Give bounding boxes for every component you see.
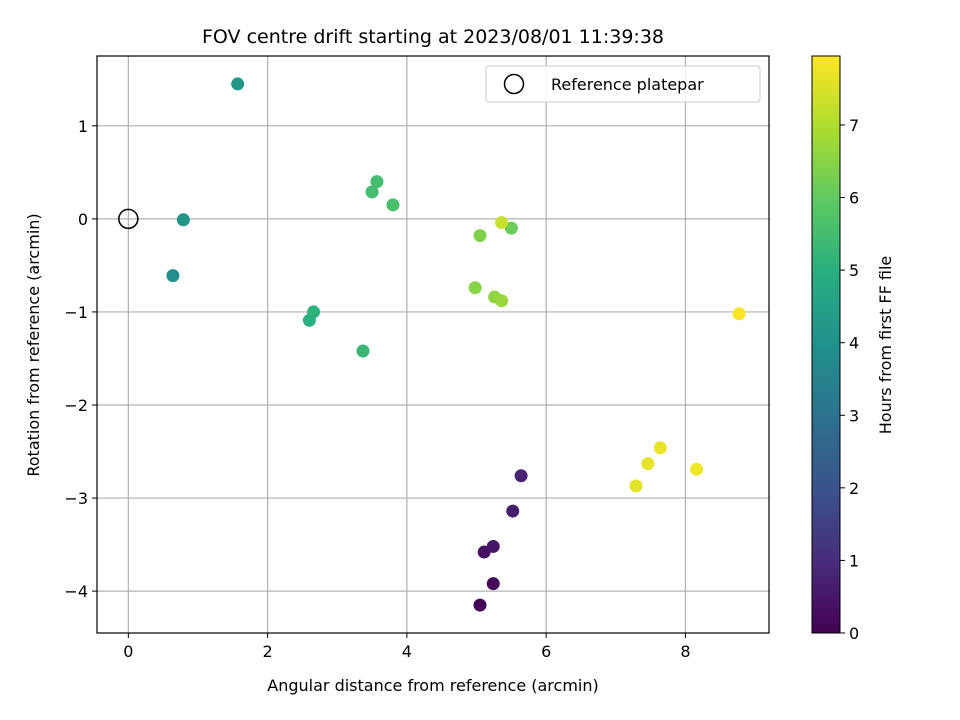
data-point <box>653 441 667 455</box>
data-point <box>231 77 245 91</box>
data-point <box>495 294 509 308</box>
legend-marker-icon <box>503 73 525 95</box>
data-point <box>504 221 518 235</box>
data-point <box>732 307 746 321</box>
colorbar-tick-label: 3 <box>849 406 859 425</box>
data-point <box>468 281 482 295</box>
colorbar-ticks: 0 1 2 3 4 5 6 7 <box>840 116 859 643</box>
plot-frame <box>96 55 770 634</box>
colorbar-tick-label: 7 <box>849 116 859 135</box>
scatter-points <box>166 77 746 612</box>
data-point <box>486 577 500 591</box>
data-point <box>176 213 190 227</box>
y-tick-label: 1 <box>78 117 88 136</box>
data-point <box>473 229 487 243</box>
x-tick-label: 6 <box>541 642 551 661</box>
colorbar-label: Hours from first FF file <box>876 256 895 435</box>
data-point <box>166 269 180 283</box>
colorbar-tick-label: 4 <box>849 334 859 353</box>
data-point <box>473 598 487 612</box>
legend-box <box>485 65 761 103</box>
reference-point-marker <box>118 208 139 230</box>
grid-lines <box>97 56 769 633</box>
x-axis-ticks: 0 2 4 6 8 <box>123 633 691 661</box>
data-point <box>386 198 400 212</box>
y-tick-label: −4 <box>64 582 88 601</box>
data-point <box>514 469 528 483</box>
data-point <box>365 185 379 199</box>
data-point <box>486 539 500 553</box>
data-point <box>641 457 655 471</box>
colorbar-tick-label: 5 <box>849 261 859 280</box>
data-point <box>690 462 704 476</box>
x-tick-label: 2 <box>263 642 273 661</box>
y-axis-ticks: −4 −3 −2 −1 0 1 <box>64 117 97 601</box>
chart-title: FOV centre drift starting at 2023/08/01 … <box>202 26 664 48</box>
data-point <box>370 175 384 189</box>
x-axis-label: Angular distance from reference (arcmin) <box>267 676 598 695</box>
data-point <box>495 216 509 230</box>
data-point <box>356 344 370 358</box>
data-point <box>307 305 321 319</box>
colorbar-tick-label: 1 <box>849 551 859 570</box>
colorbar-tick-label: 6 <box>849 189 859 208</box>
colorbar-gradient <box>811 55 841 634</box>
y-tick-label: −2 <box>64 396 88 415</box>
data-point <box>629 479 643 493</box>
colorbar: 0 1 2 3 4 5 6 7 Hours from first FF file <box>811 55 895 643</box>
y-tick-label: 0 <box>78 210 88 229</box>
y-tick-label: −3 <box>64 489 88 508</box>
legend-label: Reference platepar <box>551 75 704 94</box>
data-point <box>506 504 520 518</box>
y-axis-label: Rotation from reference (arcmin) <box>24 213 43 476</box>
x-tick-label: 4 <box>402 642 412 661</box>
colorbar-tick-label: 2 <box>849 479 859 498</box>
colorbar-tick-label: 0 <box>849 624 859 643</box>
x-tick-label: 0 <box>123 642 133 661</box>
y-tick-label: −1 <box>64 303 88 322</box>
legend: Reference platepar <box>485 65 761 103</box>
x-tick-label: 8 <box>680 642 690 661</box>
